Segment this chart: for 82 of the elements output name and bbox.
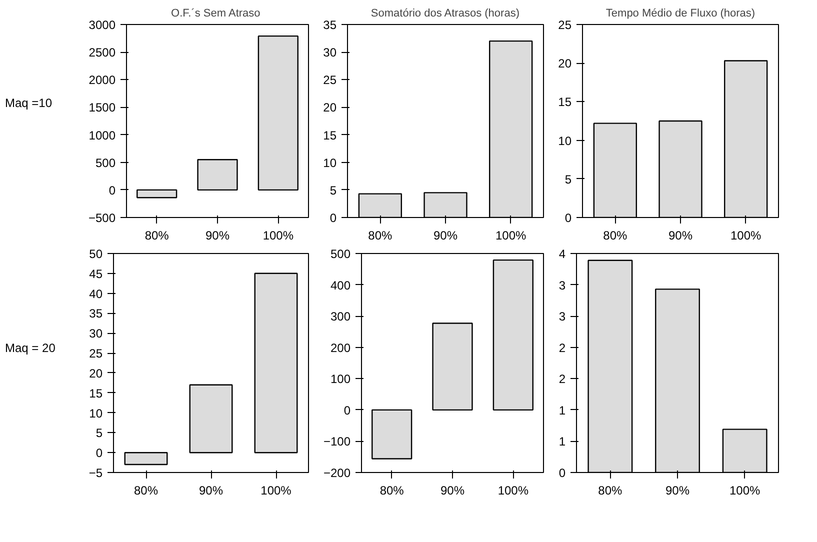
y-tick-label: 15 xyxy=(89,386,103,400)
text: Maq = 20 xyxy=(5,340,56,357)
bar xyxy=(136,189,178,198)
y-tick-label: 0 xyxy=(344,403,351,418)
y-tick-label: 1000 xyxy=(88,128,116,142)
x-tick-label: 80% xyxy=(598,484,623,498)
y-tick-label: 200 xyxy=(330,340,351,355)
x-tick-label: 80% xyxy=(144,228,170,242)
y-tick-label: 5 xyxy=(564,172,572,186)
bar xyxy=(492,259,534,411)
y-tick-label: 5 xyxy=(330,183,337,198)
x-tick-label: 90% xyxy=(668,228,693,242)
bar xyxy=(432,322,473,411)
x-tick-label: 80% xyxy=(380,484,404,498)
y-tick-label: 15 xyxy=(323,128,337,142)
y-tick-label: 25 xyxy=(323,73,337,88)
x-tick-label: 90% xyxy=(205,228,230,242)
bar xyxy=(372,409,412,460)
y-tick-label: 300 xyxy=(330,310,351,324)
x-tick-label: 100% xyxy=(260,484,292,498)
y-tick-label: 0 xyxy=(558,466,566,480)
y-tick-label: 1 xyxy=(558,434,566,449)
x-tick-label: 90% xyxy=(433,228,458,242)
y-tick-label: 15 xyxy=(558,95,572,110)
y-tick-label: 0 xyxy=(330,211,337,225)
y-tick-label: 35 xyxy=(323,18,337,32)
y-tick-label: 0 xyxy=(108,183,116,198)
y-tick-label: 40 xyxy=(89,286,103,301)
x-tick-label: 90% xyxy=(665,484,690,498)
bar xyxy=(258,35,298,191)
y-tick-label: 25 xyxy=(558,18,572,32)
y-tick-label: 10 xyxy=(558,134,572,148)
y-tick-label: 25 xyxy=(89,346,103,361)
bar xyxy=(254,272,298,454)
y-tick-label: 50 xyxy=(89,247,103,261)
y-tick-label: 3000 xyxy=(88,18,116,32)
text: Maq =10 xyxy=(5,95,52,112)
y-tick-label: 2000 xyxy=(88,73,116,88)
y-tick-label: 400 xyxy=(330,278,351,292)
bar xyxy=(189,384,233,454)
y-tick-label: 2 xyxy=(558,372,566,386)
y-tick-label: 20 xyxy=(558,56,572,71)
x-tick-label: 90% xyxy=(440,484,465,498)
bar xyxy=(124,452,168,466)
x-tick-label: 100% xyxy=(730,228,762,242)
x-tick-label: 80% xyxy=(368,228,393,242)
y-tick-label: 2 xyxy=(558,340,566,355)
y-tick-label: −100 xyxy=(323,434,351,449)
y-tick-label: 0 xyxy=(96,446,103,460)
y-tick-label: 30 xyxy=(323,46,337,60)
y-tick-label: 500 xyxy=(95,156,116,170)
y-tick-label: 30 xyxy=(89,326,103,341)
x-tick-label: 100% xyxy=(498,484,529,498)
chart-title: O.F.´s Sem Atraso xyxy=(171,8,260,20)
x-tick-label: 80% xyxy=(134,484,158,498)
y-tick-label: 35 xyxy=(89,306,103,321)
y-tick-label: 1 xyxy=(558,403,566,418)
y-tick-label: 500 xyxy=(330,247,351,261)
y-tick-label: 3 xyxy=(558,310,566,324)
y-tick-label: 20 xyxy=(89,366,103,380)
y-tick-label: 100 xyxy=(330,372,351,386)
y-tick-label: 10 xyxy=(323,156,337,170)
y-tick-label: 3 xyxy=(558,278,566,292)
y-tick-label: 20 xyxy=(323,100,337,115)
x-tick-label: 100% xyxy=(262,228,294,242)
bar xyxy=(197,159,238,191)
y-tick-label: 45 xyxy=(89,266,103,281)
x-tick-label: 100% xyxy=(729,484,761,498)
y-tick-label: 10 xyxy=(89,406,103,420)
y-tick-label: 4 xyxy=(558,247,566,261)
y-tick-label: −500 xyxy=(88,211,116,225)
y-tick-label: 1500 xyxy=(88,100,116,115)
chart-title: Tempo Médio de Fluxo (horas) xyxy=(606,8,756,20)
y-tick-label: −5 xyxy=(88,466,103,480)
y-tick-label: 0 xyxy=(564,211,572,225)
y-tick-label: −200 xyxy=(323,466,351,480)
x-tick-label: 80% xyxy=(603,228,628,242)
y-tick-label: 5 xyxy=(96,426,103,440)
x-tick-label: 90% xyxy=(198,484,224,498)
chart-title: Somatório dos Atrasos (horas) xyxy=(370,8,520,20)
y-tick-label: 2500 xyxy=(88,46,116,60)
x-tick-label: 100% xyxy=(495,228,527,242)
